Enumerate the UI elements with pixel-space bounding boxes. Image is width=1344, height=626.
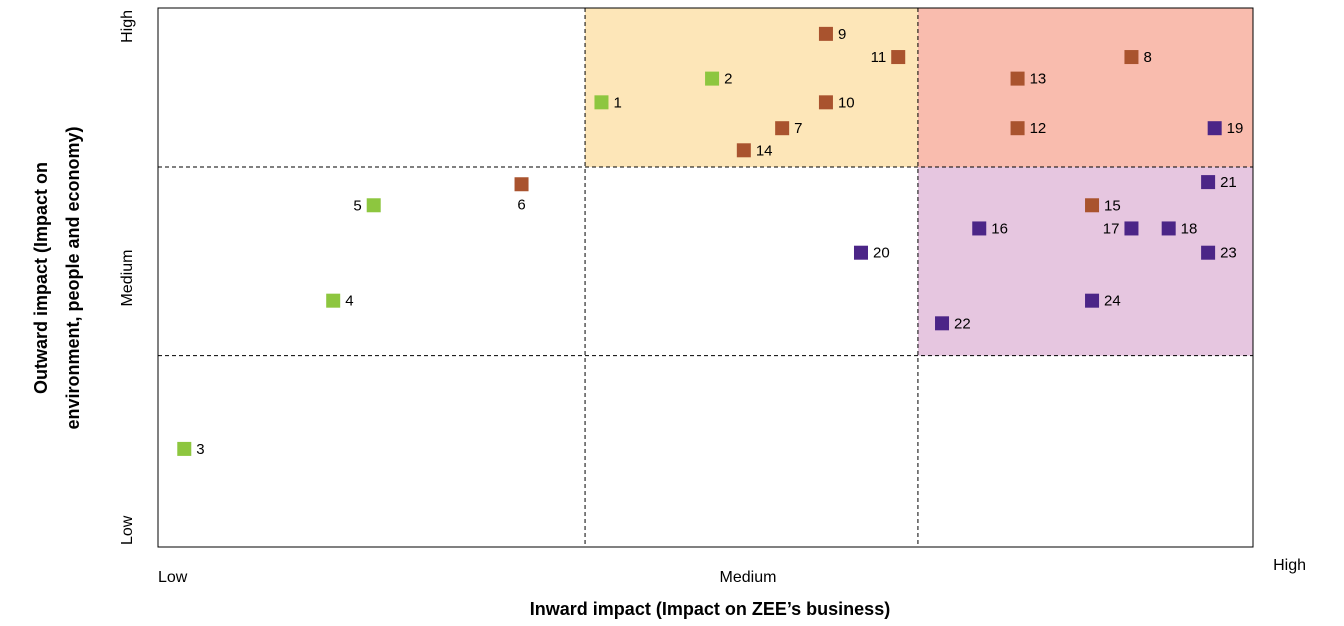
point-marker-16	[972, 221, 987, 236]
point-label-12: 12	[1030, 120, 1047, 137]
point-label-8: 8	[1143, 49, 1151, 66]
point-marker-8	[1124, 50, 1139, 65]
point-label-5: 5	[353, 197, 361, 214]
point-marker-10	[818, 95, 833, 110]
point-label-2: 2	[724, 71, 732, 88]
point-marker-22	[935, 316, 950, 331]
point-marker-23	[1201, 245, 1216, 260]
x-tick-label-low: Low	[158, 569, 188, 586]
point-label-22: 22	[954, 315, 971, 332]
point-label-4: 4	[345, 293, 353, 310]
point-marker-12	[1010, 121, 1025, 136]
y-axis-title-line-2: environment, people and economy)	[63, 126, 83, 429]
y-axis-ticks: Low Medium High	[119, 10, 136, 545]
point-label-14: 14	[756, 142, 773, 159]
point-label-20: 20	[873, 245, 890, 262]
point-label-13: 13	[1030, 71, 1047, 88]
point-marker-13	[1010, 71, 1025, 86]
x-tick-label-high: High	[1273, 557, 1306, 574]
point-label-24: 24	[1104, 293, 1121, 310]
y-axis-title-line-1: Outward impact (Impact on	[31, 162, 51, 394]
y-axis-title: Outward impact (Impact on environment, pe…	[31, 126, 83, 429]
y-tick-label-medium: Medium	[119, 250, 136, 307]
quadrant-region-2	[917, 8, 1253, 168]
point-label-19: 19	[1227, 120, 1244, 137]
point-marker-1	[594, 95, 609, 110]
point-marker-7	[775, 121, 790, 136]
point-label-15: 15	[1104, 197, 1121, 214]
point-marker-14	[736, 143, 751, 158]
plot-frame	[157, 7, 1254, 548]
point-label-21: 21	[1220, 174, 1237, 191]
point-marker-6	[514, 177, 529, 192]
y-tick-label-low: Low	[119, 515, 136, 545]
point-label-18: 18	[1181, 220, 1198, 237]
point-label-7: 7	[794, 120, 802, 137]
point-marker-11	[891, 50, 906, 65]
point-marker-2	[705, 71, 720, 86]
quadrant-dividers	[158, 8, 1253, 547]
x-axis-title: Inward impact (Impact on ZEE’s business)	[530, 599, 890, 619]
point-marker-9	[818, 26, 833, 41]
point-marker-3	[177, 441, 192, 456]
y-tick-label-high: High	[119, 10, 136, 43]
point-label-17: 17	[1103, 220, 1120, 237]
point-marker-4	[326, 293, 341, 308]
point-marker-17	[1124, 221, 1139, 236]
point-label-6: 6	[517, 196, 525, 213]
point-label-9: 9	[838, 26, 846, 43]
point-marker-24	[1085, 293, 1100, 308]
point-label-23: 23	[1220, 245, 1237, 262]
quadrant-region-1	[585, 8, 918, 168]
point-marker-21	[1201, 175, 1216, 190]
point-marker-20	[853, 245, 868, 260]
point-label-1: 1	[613, 94, 621, 111]
point-marker-15	[1085, 198, 1100, 213]
point-label-11: 11	[871, 49, 887, 66]
x-axis-ticks: Low Medium High	[158, 557, 1306, 586]
x-tick-label-medium: Medium	[720, 569, 777, 586]
point-marker-5	[366, 198, 381, 213]
point-label-16: 16	[991, 220, 1008, 237]
point-marker-19	[1207, 121, 1222, 136]
point-label-3: 3	[196, 441, 204, 458]
quadrant-regions	[585, 8, 1253, 356]
point-marker-18	[1161, 221, 1176, 236]
point-label-10: 10	[838, 94, 855, 111]
